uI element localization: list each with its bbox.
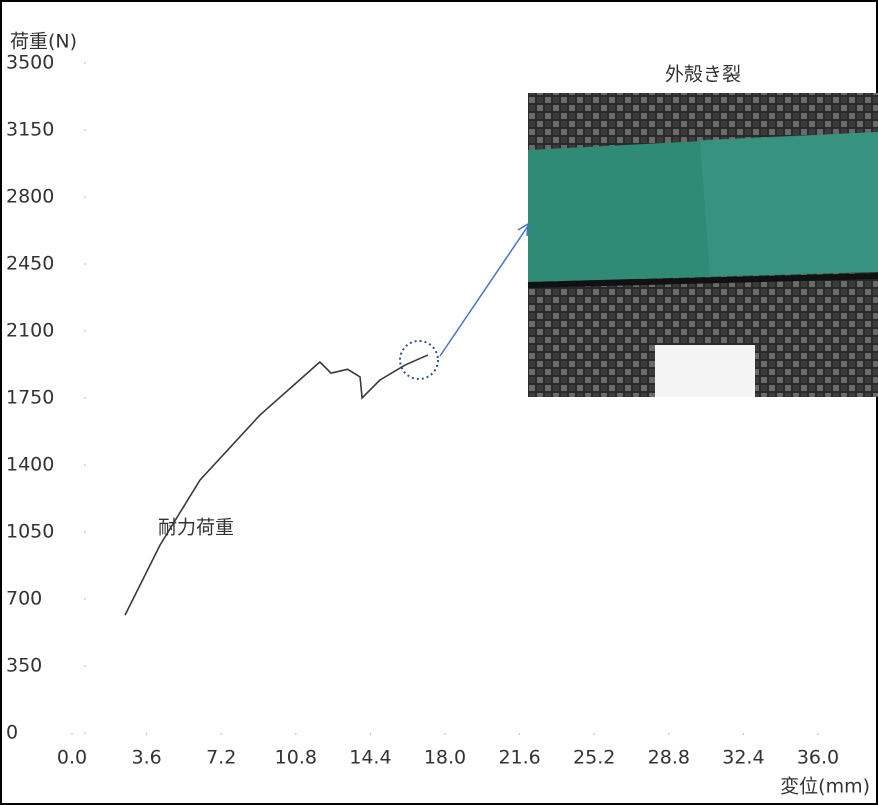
x-axis-label: 変位(mm) xyxy=(780,776,870,798)
y-tick-label: 1750 xyxy=(6,387,54,409)
arrow xyxy=(439,225,529,357)
x-tick-label: 3.6 xyxy=(131,747,161,769)
x-tick-label: 25.2 xyxy=(573,747,615,769)
x-tick-label: 10.8 xyxy=(275,747,317,769)
x-tick-label: 0.0 xyxy=(57,747,87,769)
highlight-circle xyxy=(399,340,439,380)
x-tick-label: 18.0 xyxy=(424,747,466,769)
data-line xyxy=(124,354,429,616)
y-tick-label: 1050 xyxy=(6,521,54,543)
y-tick-label: 0 xyxy=(6,722,18,744)
annotation: 耐力荷重 xyxy=(158,517,234,539)
y-tick-label: 2100 xyxy=(6,320,54,342)
x-tick-label: 14.4 xyxy=(349,747,391,769)
x-tick-label: 36.0 xyxy=(797,747,839,769)
photo-caption: 外殻き裂 xyxy=(665,64,741,86)
y-axis-label: 荷重(N) xyxy=(10,31,77,53)
x-tick-label: 7.2 xyxy=(206,747,236,769)
y-tick-label: 3150 xyxy=(6,119,54,141)
x-tick-label: 32.4 xyxy=(722,747,764,769)
y-tick-label: 1400 xyxy=(6,454,54,476)
photo xyxy=(527,93,878,397)
y-tick-label: 2450 xyxy=(6,253,54,275)
y-tick-label: 350 xyxy=(6,655,42,677)
y-tick-label: 2800 xyxy=(6,186,54,208)
x-tick-label: 28.8 xyxy=(648,747,690,769)
x-tick-label: 21.6 xyxy=(498,747,540,769)
arrow-head xyxy=(517,222,529,237)
y-tick-label: 3500 xyxy=(6,52,54,74)
y-tick-label: 700 xyxy=(6,588,42,610)
